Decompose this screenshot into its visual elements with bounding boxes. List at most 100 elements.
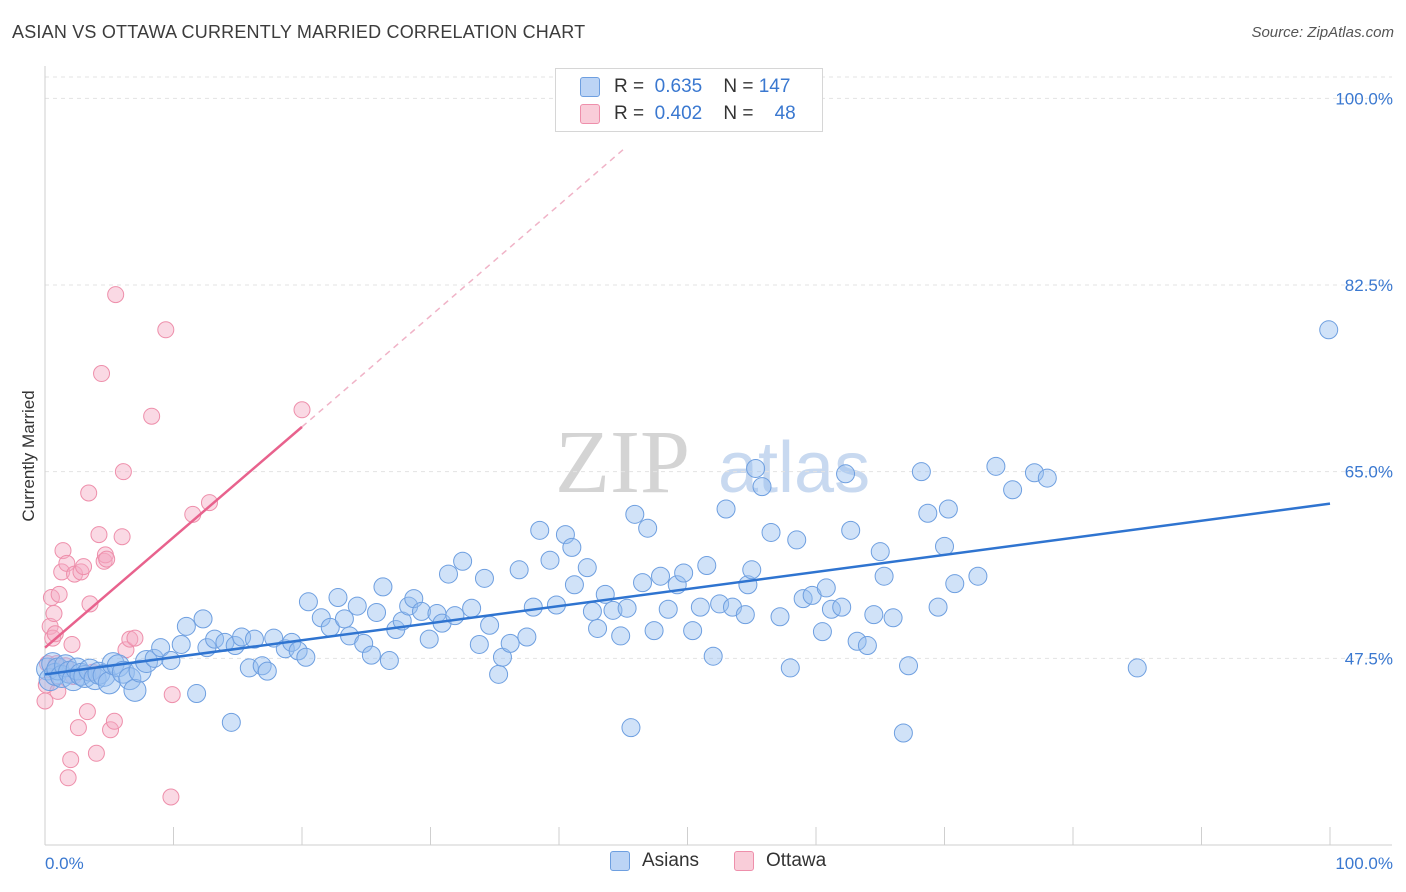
x-tick-label-min: 0.0% xyxy=(45,854,84,873)
legend-item-asians[interactable]: Asians xyxy=(610,850,699,872)
ottawa-point xyxy=(62,751,80,769)
asians-point xyxy=(857,636,877,656)
ottawa-points xyxy=(36,286,311,806)
asians-point xyxy=(787,530,807,550)
asians-point xyxy=(761,522,781,542)
ottawa-point xyxy=(80,484,98,502)
legend-row-ottawa: R = 0.402 N = 48 xyxy=(580,102,796,126)
asians-point xyxy=(1037,468,1057,488)
asians-point xyxy=(883,608,903,628)
asians-points xyxy=(36,320,1339,743)
stats-legend: R = 0.635 N = 147 R = 0.402 N = 48 xyxy=(555,68,823,132)
ottawa-point xyxy=(53,563,71,581)
ottawa-point xyxy=(59,769,77,787)
asians-point xyxy=(462,598,482,618)
asians-point xyxy=(752,477,772,497)
ottawa-point xyxy=(93,365,111,383)
chart-source: Source: ZipAtlas.com xyxy=(1251,24,1394,41)
asians-point xyxy=(816,578,836,598)
asians-point xyxy=(638,518,658,538)
asians-point xyxy=(918,503,938,523)
ottawa-point xyxy=(143,407,161,425)
ottawa-point xyxy=(63,635,81,653)
asians-point xyxy=(780,658,800,678)
asians-point xyxy=(438,564,458,584)
asians-point xyxy=(893,723,913,743)
ottawa-point xyxy=(121,630,139,648)
asians-point xyxy=(703,646,723,666)
asians-n-value: 147 xyxy=(758,76,791,97)
ottawa-legend-swatch xyxy=(734,851,754,871)
y-axis-label: Currently Married xyxy=(19,390,38,521)
asians-point xyxy=(832,597,852,617)
asians-point xyxy=(257,661,277,681)
asians-point xyxy=(911,462,931,482)
asians-point xyxy=(334,609,354,629)
ottawa-point xyxy=(95,552,113,570)
asians-point xyxy=(1319,320,1339,340)
asians-point xyxy=(354,633,374,653)
axes xyxy=(44,66,1392,846)
ottawa-point xyxy=(163,686,181,704)
asians-point xyxy=(187,684,207,704)
asians-point xyxy=(812,622,832,642)
asians-point xyxy=(633,573,653,593)
chart-title: ASIAN VS OTTAWA CURRENTLY MARRIED CORREL… xyxy=(12,22,586,42)
asians-point xyxy=(176,616,196,636)
ottawa-n-value: 48 xyxy=(774,103,796,124)
y-tick-label: 82.5% xyxy=(1345,276,1393,295)
asians-point xyxy=(735,605,755,625)
asians-point xyxy=(367,602,387,622)
asians-point xyxy=(935,536,954,556)
asians-point xyxy=(968,566,988,586)
asians-point xyxy=(373,577,393,597)
asians-point xyxy=(562,537,582,557)
asians-point xyxy=(874,566,894,586)
asians-point xyxy=(1024,463,1044,483)
y-tick-label: 65.0% xyxy=(1345,463,1393,482)
ottawa-n-key: N = xyxy=(723,103,754,124)
asians-point xyxy=(328,588,348,608)
asians-point xyxy=(716,499,736,519)
asians-point xyxy=(611,626,631,646)
asians-point xyxy=(603,600,623,620)
asians-point xyxy=(111,660,135,684)
ottawa-point xyxy=(46,625,64,643)
asians-point xyxy=(453,551,473,571)
asians-point xyxy=(847,631,867,651)
watermark-zip: ZIP xyxy=(555,413,690,512)
asians-point xyxy=(582,601,602,621)
asians-point xyxy=(644,621,664,641)
y-tick-label: 47.5% xyxy=(1345,649,1393,668)
ottawa-point xyxy=(98,550,116,568)
legend-row-asians: R = 0.635 N = 147 xyxy=(580,75,790,99)
ottawa-point xyxy=(157,321,175,339)
asians-point xyxy=(252,656,272,676)
asians-point xyxy=(161,650,181,670)
ottawa-point xyxy=(200,494,218,512)
legend-item-ottawa[interactable]: Ottawa xyxy=(734,850,826,872)
ottawa-trend-line xyxy=(44,425,303,649)
asians-point xyxy=(836,464,856,484)
asians-point xyxy=(123,678,147,702)
asians-point xyxy=(577,558,597,578)
asians-point xyxy=(617,598,637,618)
asians-point xyxy=(221,712,241,732)
asians-point xyxy=(870,542,890,562)
asians-point xyxy=(412,601,432,621)
asians-point xyxy=(347,596,367,616)
ottawa-point xyxy=(107,286,125,304)
x-tick-label-max: 100.0% xyxy=(1335,854,1393,873)
asians-point xyxy=(517,627,537,647)
asians-n-key: N = xyxy=(723,76,754,97)
asians-point xyxy=(474,568,494,588)
ottawa-r-value: 0.402 xyxy=(654,103,703,124)
asians-r-value: 0.635 xyxy=(654,76,703,97)
asians-point xyxy=(945,574,965,594)
asians-point xyxy=(489,664,509,684)
asians-point xyxy=(697,556,717,576)
y-tick-label: 100.0% xyxy=(1335,89,1393,108)
asians-point xyxy=(1127,658,1147,678)
ottawa-point xyxy=(105,712,123,730)
